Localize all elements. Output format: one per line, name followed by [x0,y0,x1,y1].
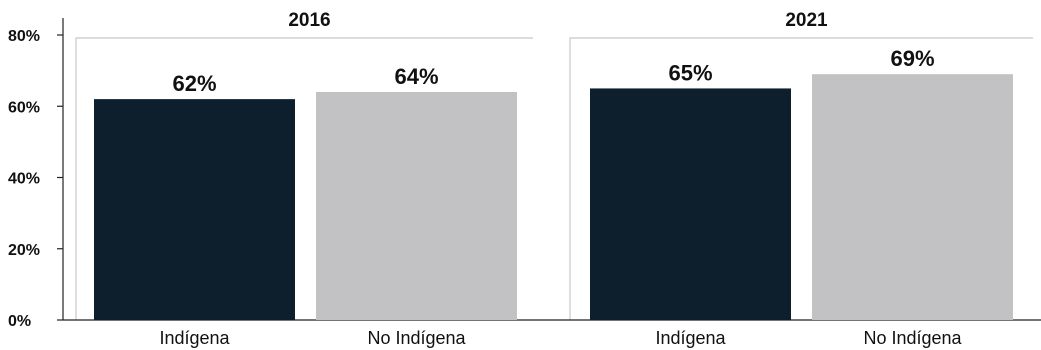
category-label: No Indígena [367,328,466,348]
bar-indigena [94,99,295,320]
category-label: Indígena [655,328,726,348]
data-label: 64% [394,64,438,89]
panel-frame-0 [75,37,533,320]
bar-no-indigena [812,74,1013,320]
category-label: No Indígena [863,328,962,348]
y-tick-label: 40% [8,171,40,188]
data-label: 69% [890,46,934,71]
data-label: 65% [668,60,712,85]
panel-frame-1 [569,37,1033,320]
panel-title: 2021 [785,10,828,31]
category-label: Indígena [159,328,230,348]
panel-title: 2016 [288,10,330,31]
y-tick-label: 20% [8,242,40,259]
y-tick-label: 60% [8,99,40,116]
data-label: 62% [172,71,216,96]
bar-no-indigena [316,92,517,320]
bar-indigena [590,88,791,320]
y-tick-label: 80% [8,28,40,45]
y-tick-label: 0% [8,313,31,330]
